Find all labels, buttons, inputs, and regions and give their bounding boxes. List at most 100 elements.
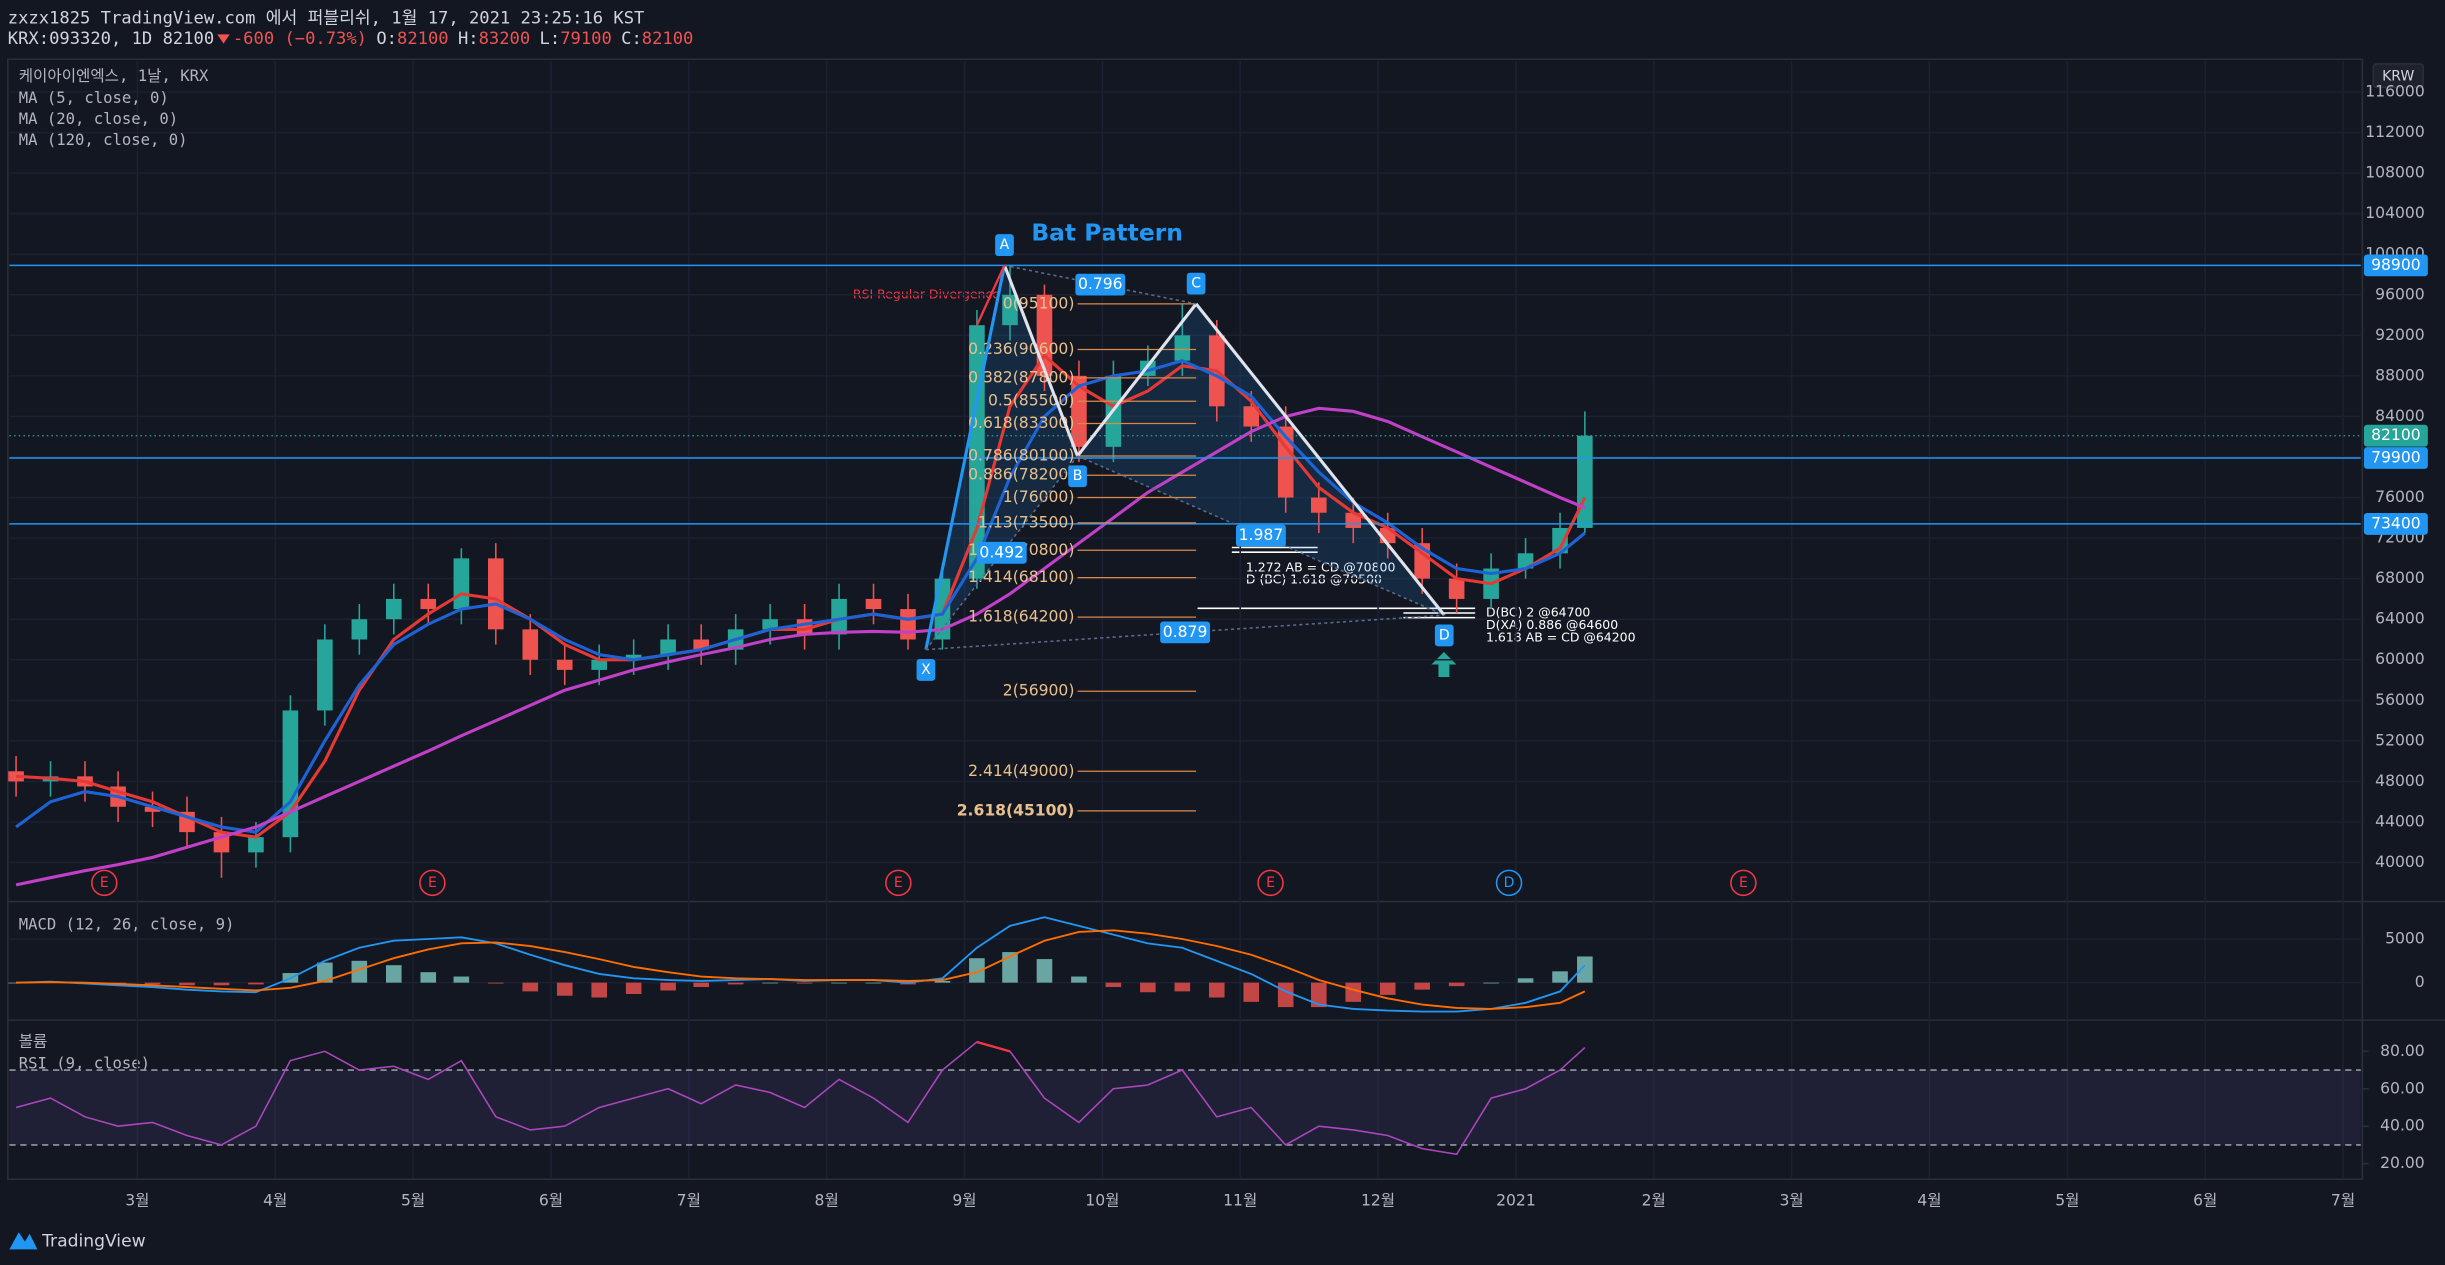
ohlc-label: H: xyxy=(458,29,479,49)
event-marker xyxy=(1257,869,1284,897)
y-tick-label: 40000 xyxy=(2375,853,2425,871)
macd-histogram xyxy=(556,982,573,996)
divergence-label: RSI Regular Divergence xyxy=(853,286,1000,301)
ratio-box xyxy=(1160,621,1211,644)
candle-body xyxy=(1071,375,1087,447)
ratio-box xyxy=(1075,273,1126,296)
tradingview-logo[interactable]: TradingView xyxy=(9,1232,146,1252)
moving-average xyxy=(15,358,1586,834)
y-tick-label: 56000 xyxy=(2375,691,2425,709)
event-label: E xyxy=(1266,875,1275,891)
candle-body xyxy=(1174,335,1191,361)
candle-body xyxy=(762,619,778,630)
point-box xyxy=(1434,624,1454,647)
event-marker xyxy=(1495,869,1523,897)
pattern-leg xyxy=(924,265,1007,650)
y-tick-label: 5000 xyxy=(2385,929,2425,947)
buy-arrow xyxy=(1431,651,1457,677)
candle-body xyxy=(591,659,607,670)
ratio-label: 0.879 xyxy=(1163,623,1208,641)
macd-histogram xyxy=(488,982,504,984)
symbol: KRX:093320, 1D 82100 xyxy=(8,29,214,49)
fib-label: 0(95100) xyxy=(1003,294,1075,312)
y-tick-label: 104000 xyxy=(2365,204,2424,222)
x-tick-label: 12월 xyxy=(1361,1192,1395,1210)
ohlc-value: 82100 xyxy=(397,29,449,49)
y-tick-label: 80.00 xyxy=(2380,1042,2425,1060)
y-tick-label: 40.00 xyxy=(2380,1117,2425,1135)
moving-average xyxy=(15,353,1587,839)
macd-histogram xyxy=(1414,982,1430,990)
point-label: X xyxy=(921,662,931,678)
macd-histogram xyxy=(1483,982,1499,984)
divergence-line xyxy=(976,1040,1011,1053)
y-tick-label: 92000 xyxy=(2375,326,2425,344)
macd-histogram xyxy=(1243,982,1260,1002)
legend-entry: MA (20, close, 0) xyxy=(19,110,178,128)
y-tick-label: 108000 xyxy=(2365,164,2424,182)
macd-histogram xyxy=(1140,982,1156,993)
candle-body xyxy=(625,654,642,660)
point-box xyxy=(1068,465,1087,488)
fib-label: 0.236(90600) xyxy=(968,340,1074,358)
x-tick-label: 6월 xyxy=(539,1192,563,1210)
y-tick-label: 52000 xyxy=(2375,731,2425,749)
fib-label: 2.414(49000) xyxy=(968,762,1074,780)
currency: KRW xyxy=(2382,68,2414,84)
candle-body xyxy=(522,629,539,660)
x-tick-label: 4월 xyxy=(1917,1192,1941,1210)
macd-histogram xyxy=(179,982,195,986)
candle-body xyxy=(488,558,504,630)
macd-histogram xyxy=(1577,956,1593,983)
pattern-note: D(XA) 0.886 @64600 xyxy=(1486,617,1618,632)
pattern-leg xyxy=(1076,302,1198,457)
macd-histogram xyxy=(1379,982,1396,995)
fib-label: 2.618(45100) xyxy=(957,801,1075,819)
candle-body xyxy=(556,659,573,670)
price-tag xyxy=(2363,447,2428,469)
currency-box xyxy=(2372,63,2424,89)
grid xyxy=(9,60,2361,1178)
x-tick-label: 10월 xyxy=(1085,1192,1119,1210)
y-tick-label: 68000 xyxy=(2375,569,2425,587)
macd-histogram xyxy=(1208,982,1225,998)
logo-icon xyxy=(9,1232,38,1250)
point-label: A xyxy=(1000,237,1010,253)
pattern-title: Bat Pattern xyxy=(1031,218,1183,246)
macd-histogram xyxy=(1036,959,1053,983)
pattern-connector xyxy=(1004,264,1197,305)
x-tick-label: 9월 xyxy=(952,1192,976,1210)
macd-histogram xyxy=(1448,982,1465,987)
pattern-note: D(BC) 2 @64700 xyxy=(1486,605,1590,620)
fib-label: 0.618(83300) xyxy=(968,414,1074,432)
event-marker xyxy=(91,869,118,897)
y-tick-label: 96000 xyxy=(2375,285,2425,303)
event-marker xyxy=(1730,869,1757,897)
y-tick-label: 44000 xyxy=(2375,812,2425,830)
macd-histogram xyxy=(351,960,368,983)
candle-body xyxy=(900,609,916,640)
x-tick-label: 3월 xyxy=(1780,1192,1804,1210)
ohlc-label: L: xyxy=(540,29,561,49)
x-tick-label: 7월 xyxy=(2331,1192,2355,1210)
point-label: C xyxy=(1191,276,1201,292)
price-tag-label: 82100 xyxy=(2371,426,2421,444)
event-marker xyxy=(419,869,446,897)
candle-body xyxy=(1310,497,1327,513)
candle-body xyxy=(453,558,470,610)
candle-body xyxy=(660,639,676,655)
x-tick-label: 4월 xyxy=(263,1192,287,1210)
legend-entry: MA (120, close, 0) xyxy=(19,131,188,149)
candle-body xyxy=(282,710,299,838)
ratio-label: 0.492 xyxy=(979,543,1024,561)
y-tick-label: 20.00 xyxy=(2380,1154,2425,1172)
moving-average xyxy=(15,406,1586,887)
point-box xyxy=(916,658,936,681)
ratio-label: 1.987 xyxy=(1239,526,1284,544)
rsi-line xyxy=(15,1041,1586,1156)
x-tick-label: 8월 xyxy=(815,1192,839,1210)
macd-histogram xyxy=(693,982,710,988)
publish-info: zxzx1825 TradingView.com 에서 퍼블리쉬, 1월 17,… xyxy=(8,9,645,29)
signal-line xyxy=(16,929,1586,1010)
